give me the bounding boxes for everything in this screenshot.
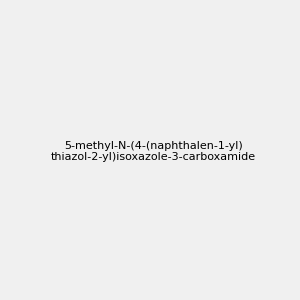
Text: 5-methyl-N-(4-(naphthalen-1-yl)
thiazol-2-yl)isoxazole-3-carboxamide: 5-methyl-N-(4-(naphthalen-1-yl) thiazol-… xyxy=(51,141,256,162)
